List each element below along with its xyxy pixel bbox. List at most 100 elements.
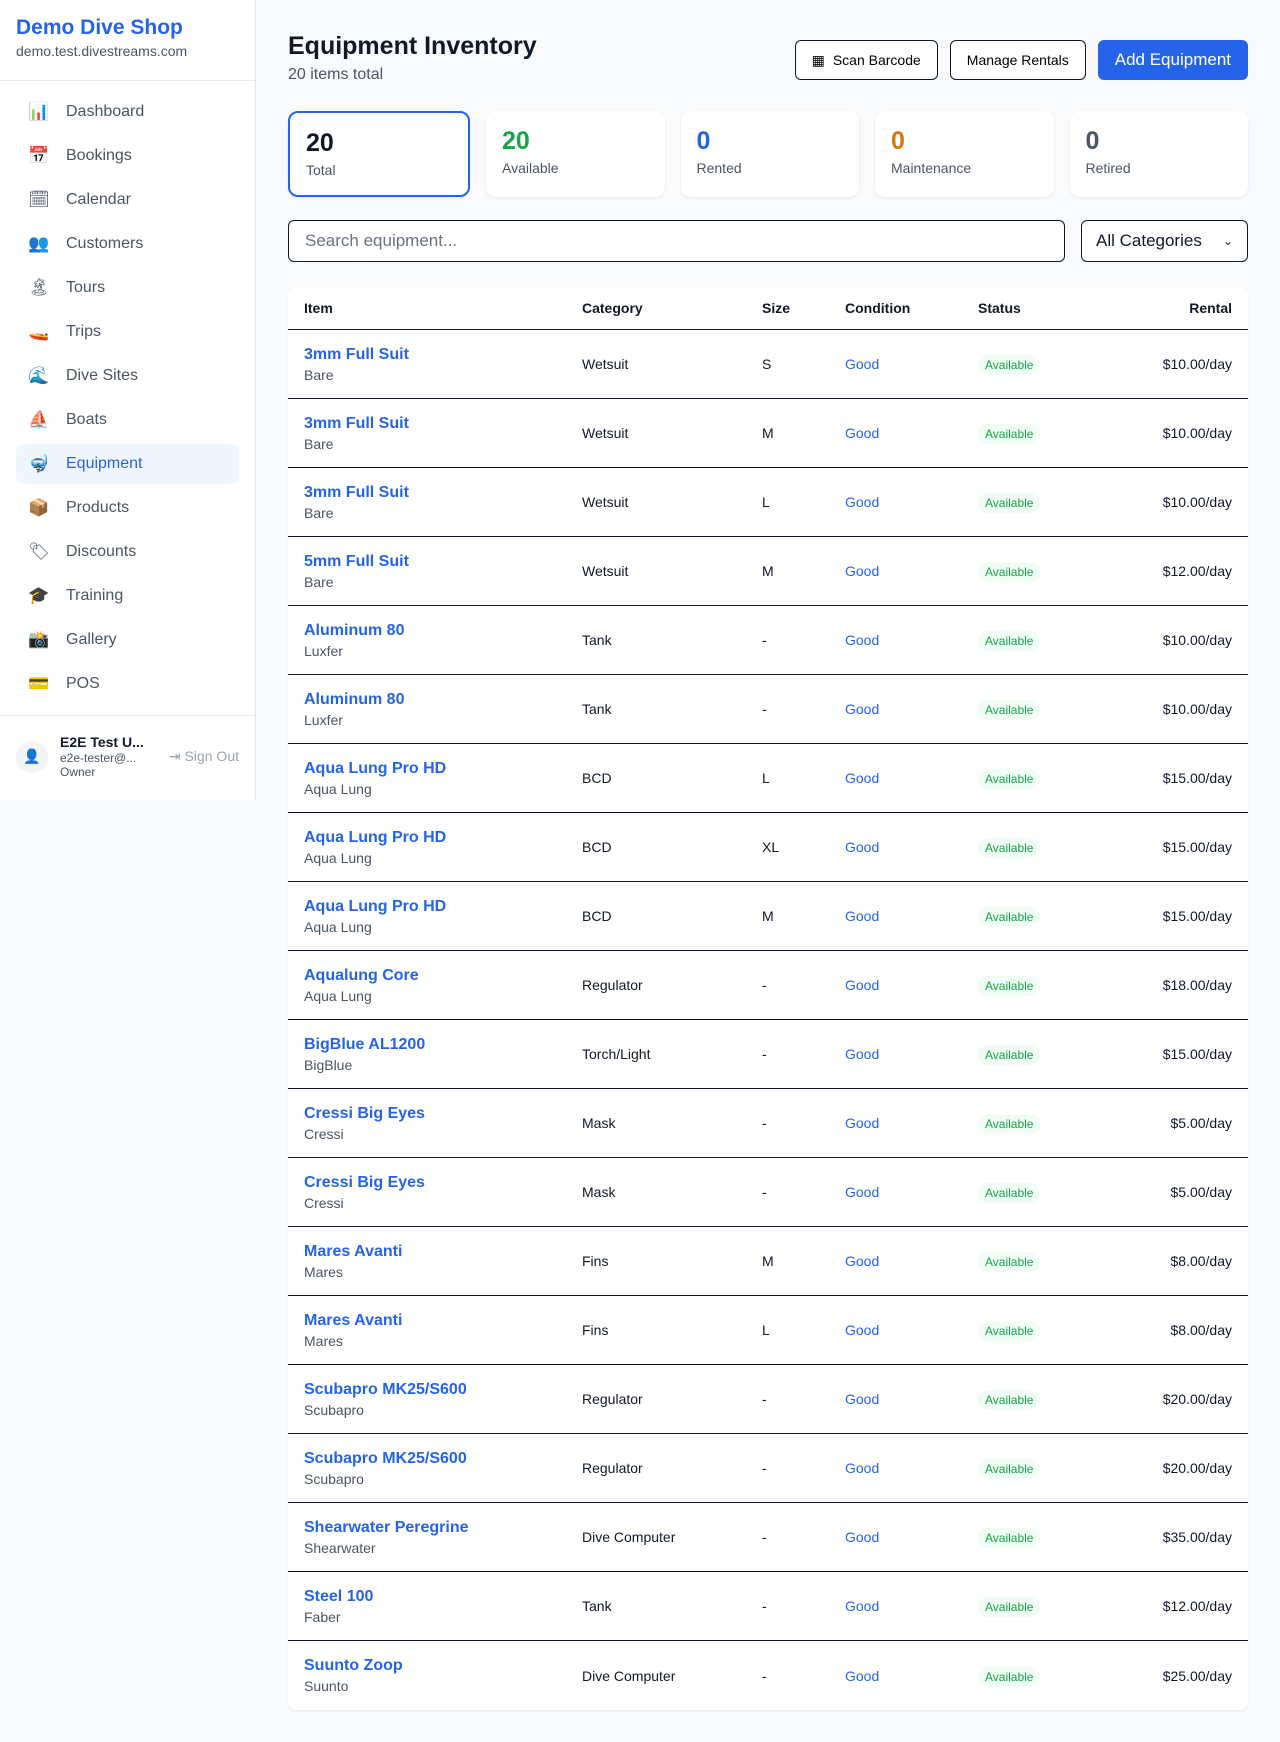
item-name-link[interactable]: 5mm Full Suit: [304, 552, 409, 570]
stat-card-maintenance[interactable]: 0 Maintenance: [875, 111, 1054, 197]
status-cell: Available: [978, 493, 1128, 513]
size-cell: -: [762, 1460, 767, 1476]
add-equipment-button[interactable]: Add Equipment: [1097, 40, 1248, 80]
status-badge: Available: [978, 1459, 1041, 1479]
size-cell: L: [762, 1322, 770, 1338]
products-icon: 📦: [28, 498, 50, 517]
size-cell: -: [762, 1115, 767, 1131]
equipment-table: Item Category Size Condition Status Rental 3m…: [288, 287, 1248, 1710]
sidebar-item-products[interactable]: 📦 Products: [16, 488, 239, 528]
item-name-link[interactable]: Scubapro MK25/S600: [304, 1380, 467, 1398]
search-input[interactable]: [288, 220, 1065, 262]
sidebar-item-equipment[interactable]: 🤿 Equipment: [16, 444, 239, 484]
sidebar-item-gallery[interactable]: 📸 Gallery: [16, 620, 239, 660]
condition-cell: Good: [845, 356, 880, 372]
sidebar-item-label: Calendar: [66, 191, 131, 208]
item-cell: Shearwater Peregrine Shearwater: [304, 1519, 582, 1556]
category-cell: Wetsuit: [582, 494, 629, 510]
table-row: Suunto Zoop Suunto Dive Computer - Good Avail…: [288, 1641, 1248, 1710]
tours-icon: 🏝: [28, 278, 50, 297]
condition-cell: Good: [845, 632, 880, 648]
status-badge: Available: [978, 493, 1041, 513]
item-name-link[interactable]: Scubapro MK25/S600: [304, 1449, 467, 1467]
size-cell: -: [762, 1598, 767, 1614]
table-row: Steel 100 Faber Tank - Good Available $12.00/d…: [288, 1572, 1248, 1641]
sidebar-item-calendar[interactable]: 🗓 Calendar: [16, 180, 239, 220]
stats-row: 20 Total 20 Available 0 Rented 0 Maintenance 0 Re…: [288, 111, 1248, 197]
status-badge: Available: [978, 562, 1041, 582]
category-select[interactable]: All Categories ⌄: [1081, 220, 1248, 262]
sidebar-item-dashboard[interactable]: 📊 Dashboard: [16, 92, 239, 132]
sidebar-item-tours[interactable]: 🏝 Tours: [16, 268, 239, 308]
item-name-link[interactable]: Cressi Big Eyes: [304, 1173, 425, 1191]
item-brand: Mares: [304, 1332, 343, 1349]
status-badge: Available: [978, 1321, 1041, 1341]
table-row: Aluminum 80 Luxfer Tank - Good Available $10.0…: [288, 675, 1248, 744]
rental-cell: $15.00/day: [1162, 908, 1232, 924]
sidebar-item-label: Equipment: [66, 455, 143, 472]
item-name-link[interactable]: 3mm Full Suit: [304, 483, 409, 501]
item-cell: 3mm Full Suit Bare: [304, 415, 582, 452]
item-name-link[interactable]: Mares Avanti: [304, 1311, 403, 1329]
item-cell: Aqua Lung Pro HD Aqua Lung: [304, 898, 582, 935]
condition-cell: Good: [845, 839, 880, 855]
item-name-link[interactable]: Steel 100: [304, 1587, 374, 1605]
item-brand: Suunto: [304, 1678, 349, 1694]
item-name-link[interactable]: Shearwater Peregrine: [304, 1518, 469, 1536]
item-name-link[interactable]: Mares Avanti: [304, 1242, 403, 1260]
item-name-link[interactable]: Aqua Lung Pro HD: [304, 897, 447, 915]
stat-card-rented[interactable]: 0 Rented: [680, 111, 859, 197]
rental-cell: $15.00/day: [1162, 770, 1232, 786]
item-name-link[interactable]: BigBlue AL1200: [304, 1035, 426, 1053]
page-title: Equipment Inventory: [288, 32, 537, 60]
item-name-link[interactable]: Aqua Lung Pro HD: [304, 828, 447, 846]
category-cell: Dive Computer: [582, 1529, 676, 1545]
stat-card-available[interactable]: 20 Available: [486, 111, 665, 197]
table-header: Item Category Size Condition Status Rental: [288, 287, 1248, 330]
table-row: Aqua Lung Pro HD Aqua Lung BCD M Good Availab…: [288, 882, 1248, 951]
sidebar-item-boats[interactable]: ⛵ Boats: [16, 400, 239, 440]
status-badge: Available: [978, 1114, 1041, 1134]
discounts-icon: 🏷: [28, 542, 50, 561]
item-name-link[interactable]: Aluminum 80: [304, 621, 405, 639]
sign-out-button[interactable]: ⇥ Sign Out: [169, 748, 239, 765]
sidebar-item-label: Dashboard: [66, 103, 145, 120]
item-brand: Luxfer: [304, 642, 343, 659]
brand-name[interactable]: Demo Dive Shop: [16, 16, 183, 39]
rental-cell: $10.00/day: [1162, 494, 1232, 510]
calendar-icon: 🗓: [28, 190, 50, 209]
stat-value: 0: [1085, 127, 1100, 155]
sidebar-item-label: Bookings: [66, 147, 132, 164]
item-brand: Aqua Lung: [304, 987, 372, 1004]
sidebar: Demo Dive Shop demo.test.divestreams.com…: [0, 0, 256, 800]
item-name-link[interactable]: Aqualung Core: [304, 966, 419, 984]
scan-barcode-button[interactable]: ▦ Scan Barcode: [794, 40, 938, 80]
sidebar-item-discounts[interactable]: 🏷 Discounts: [16, 532, 239, 572]
item-name-link[interactable]: Aluminum 80: [304, 690, 405, 708]
item-brand: Aqua Lung: [304, 849, 372, 866]
sidebar-item-dive-sites[interactable]: 🌊 Dive Sites: [16, 356, 239, 396]
stat-card-retired[interactable]: 0 Retired: [1069, 111, 1248, 197]
item-name-link[interactable]: Aqua Lung Pro HD: [304, 759, 447, 777]
item-brand: Bare: [304, 366, 334, 383]
item-name-link[interactable]: 3mm Full Suit: [304, 414, 409, 432]
sidebar-item-bookings[interactable]: 📅 Bookings: [16, 136, 239, 176]
dashboard-icon: 📊: [28, 102, 50, 121]
rental-cell: $12.00/day: [1162, 563, 1232, 579]
item-brand: Bare: [304, 573, 334, 590]
rental-cell: $10.00/day: [1162, 356, 1232, 372]
item-name-link[interactable]: Cressi Big Eyes: [304, 1104, 425, 1122]
item-brand: Mares: [304, 1263, 343, 1280]
sidebar-item-trips[interactable]: 🚤 Trips: [16, 312, 239, 352]
condition-cell: Good: [845, 701, 880, 717]
item-name-link[interactable]: 3mm Full Suit: [304, 345, 409, 363]
item-name-link[interactable]: Suunto Zoop: [304, 1657, 403, 1674]
sidebar-item-training[interactable]: 🎓 Training: [16, 576, 239, 616]
condition-cell: Good: [845, 1598, 880, 1614]
sidebar-item-customers[interactable]: 👥 Customers: [16, 224, 239, 264]
manage-rentals-button[interactable]: Manage Rentals: [949, 40, 1086, 80]
stat-card-total[interactable]: 20 Total: [288, 111, 470, 197]
status-cell: Available: [978, 1321, 1128, 1341]
item-brand: Shearwater: [304, 1539, 376, 1556]
sidebar-item-pos[interactable]: 💳 POS: [16, 664, 239, 704]
